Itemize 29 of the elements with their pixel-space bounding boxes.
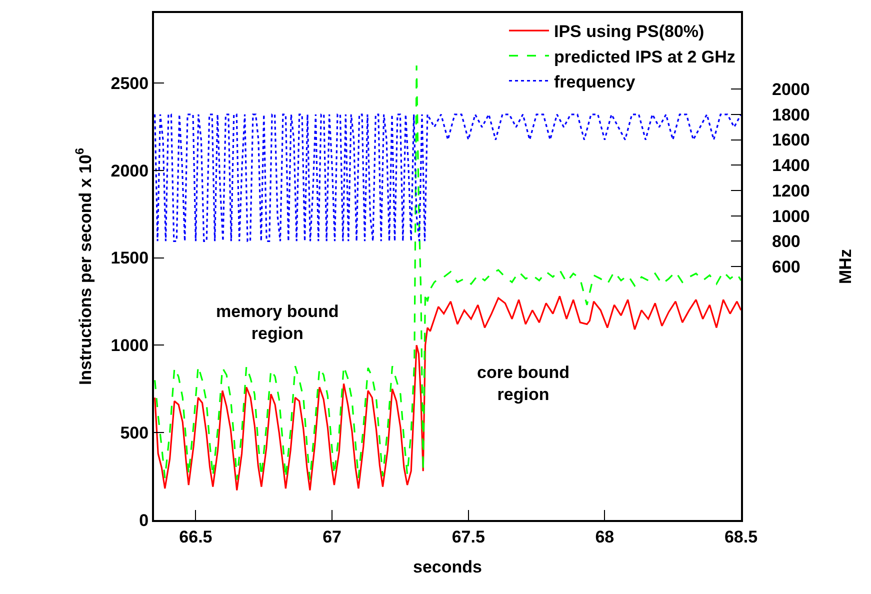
y-tick-label: 2500 [110,74,149,93]
x-tick-label: 68 [595,527,614,546]
annotation: memory bound region [216,302,339,344]
line-series [154,64,741,481]
y2-tick-label: 1400 [772,156,810,176]
line-series [154,295,741,492]
y2-tick-label: 600 [772,257,800,276]
x-tick-label: 66.5 [179,527,212,546]
x-tick-label: 67.5 [452,527,485,546]
y2-axis-title: MHz [836,249,856,284]
y-tick-label: 500 [120,424,149,443]
legend-label: IPS using PS(80%) [554,22,704,42]
y2-tick-label: 2000 [772,80,810,99]
y-tick-label: 2000 [110,161,149,180]
y2-tick-label: 1000 [772,206,810,226]
y-tick-label: 0 [139,510,149,530]
legend-label: predicted IPS at 2 GHz [554,47,736,66]
y2-tick-label: 1800 [772,105,810,124]
x-axis-title: seconds [413,557,482,576]
annotation: core bound region [477,363,570,404]
y2-tick-label: 800 [772,232,800,252]
x-tick-label: 68.5 [724,527,758,546]
x-tick-label: 67 [322,527,342,546]
legend-label: frequency [554,72,636,92]
y2-tick-label: 1200 [772,181,810,200]
y-tick-label: 1500 [110,248,149,268]
y2-tick-label: 1600 [772,130,810,150]
y-tick-label: 1000 [110,336,149,356]
line-series [154,114,741,242]
